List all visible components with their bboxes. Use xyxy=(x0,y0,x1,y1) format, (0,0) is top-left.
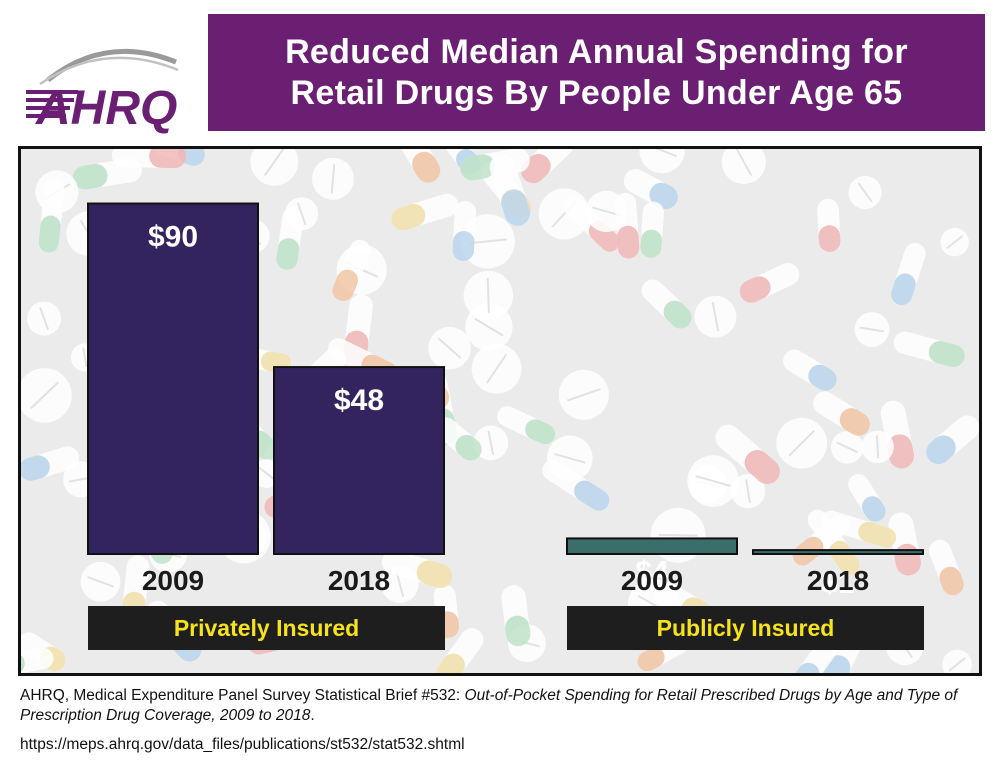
citation-title: Out-of-Pocket Spending for Retail Prescr… xyxy=(20,687,958,724)
category-label-private-2009: 2009 xyxy=(142,565,204,596)
value-label-private-2018: $48 xyxy=(334,384,384,417)
bar-public-2018 xyxy=(752,549,924,556)
ahrq-logo-icon: AHRQ xyxy=(26,49,179,135)
category-label-public-2009: 2009 xyxy=(621,565,683,596)
value-label-private-2009: $90 xyxy=(148,221,198,254)
category-label-private-2018: 2018 xyxy=(328,565,390,596)
group-label-private: Privately Insured xyxy=(88,606,445,650)
value-label-public-2018: $1 xyxy=(821,567,854,600)
source-url[interactable]: https://meps.ahrq.gov/data_files/publica… xyxy=(20,736,465,753)
bar-public-2009 xyxy=(566,537,738,555)
title-banner: Reduced Median Annual Spending for Retai… xyxy=(208,14,985,131)
logo-text: AHRQ xyxy=(35,82,177,135)
bar-private-2018 xyxy=(273,366,445,555)
title-line-2: Retail Drugs By People Under Age 65 xyxy=(290,73,903,112)
bar-private-2009 xyxy=(87,202,259,556)
citation-suffix: . xyxy=(310,707,315,724)
group-label-public: Publicly Insured xyxy=(567,606,924,650)
ahrq-logo: AHRQ xyxy=(26,40,206,140)
chart-area: $90 2009 $48 2018 $4 2009 $1 2018 Privately Ins… xyxy=(18,146,982,676)
title-line-1: Reduced Median Annual Spending for xyxy=(285,32,908,71)
citation-prefix: AHRQ, Medical Expenditure Panel Survey S… xyxy=(20,687,465,704)
source-citation: AHRQ, Medical Expenditure Panel Survey S… xyxy=(20,686,990,726)
value-label-public-2009: $4 xyxy=(635,555,669,588)
category-label-public-2018: 2018 xyxy=(807,565,869,596)
